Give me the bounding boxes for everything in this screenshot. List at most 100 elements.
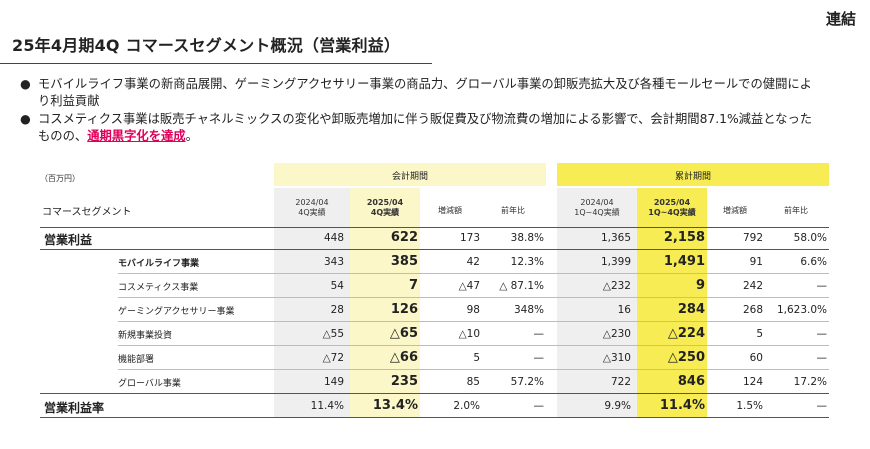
consolidated-tag: 連結 — [825, 10, 856, 28]
header-rule — [40, 227, 829, 228]
cell-value: △55 — [322, 328, 344, 340]
cell-value: 58.0% — [793, 232, 827, 244]
cell-value: △250 — [667, 350, 705, 365]
cell-value: △ 87.1% — [499, 280, 544, 292]
title-underline — [0, 63, 432, 64]
c-prev-column-bg — [557, 188, 637, 418]
row-label-new-business: 新規事業投資 — [118, 331, 173, 341]
cell-value: 42 — [466, 256, 480, 268]
cell-value: 284 — [677, 302, 705, 317]
cell-value: 98 — [466, 304, 480, 316]
col-q-prev: 2024/04 4Q実績 — [274, 198, 350, 218]
cell-value: 448 — [323, 232, 344, 244]
cell-value: 5 — [756, 328, 763, 340]
cell-value: 11.4% — [659, 398, 705, 413]
segment-column-title: コマースセグメント — [42, 207, 132, 218]
cell-value: 9 — [695, 278, 705, 293]
cell-value: 149 — [323, 376, 344, 388]
cell-value: — — [533, 328, 545, 340]
row-label-operating-profit: 営業利益 — [44, 233, 93, 247]
bullet-dot-icon: ● — [20, 112, 31, 126]
cell-value: △224 — [667, 326, 705, 341]
cell-value: — — [816, 400, 828, 412]
cell-value: — — [533, 400, 545, 412]
cell-value: 5 — [473, 352, 480, 364]
cell-value: 1,623.0% — [776, 304, 827, 316]
cumulative-group-label: 累計期間 — [674, 172, 711, 182]
col-c-prev-line2: 1Q~4Q実績 — [574, 208, 620, 217]
cell-value: 6.6% — [800, 256, 827, 268]
cell-value: 1,491 — [663, 254, 705, 269]
cell-value: 13.4% — [372, 398, 418, 413]
col-c-yoy: 前年比 — [784, 206, 808, 215]
cell-value: 7 — [408, 278, 418, 293]
cell-value: 1,365 — [600, 232, 631, 244]
cell-value: △10 — [458, 328, 480, 340]
cell-value: — — [816, 352, 828, 364]
col-q-curr-line1: 2025/04 — [366, 198, 404, 207]
cell-value: △66 — [389, 350, 418, 365]
col-c-prev: 2024/04 1Q~4Q実績 — [557, 198, 637, 218]
cell-value: 91 — [749, 256, 763, 268]
cell-value: 85 — [466, 376, 480, 388]
bullet-item: ● コスメティクス事業は販売チャネルミックスの変化や卸販売増加に伴う販促費及び物… — [20, 111, 820, 145]
cell-value: 242 — [742, 280, 763, 292]
row-rule — [118, 345, 829, 346]
bullet-text-after: 。 — [185, 129, 198, 143]
row-rule — [118, 321, 829, 322]
row-label-gaming: ゲーミングアクセサリー事業 — [118, 307, 235, 317]
cell-value: 722 — [610, 376, 631, 388]
cell-value: △65 — [389, 326, 418, 341]
cell-value: 1.5% — [736, 400, 763, 412]
cell-value: 348% — [513, 304, 544, 316]
cell-value: 17.2% — [793, 376, 827, 388]
col-c-diff: 増減額 — [723, 206, 747, 215]
bullet-item: ● モバイルライフ事業の新商品展開、ゲーミングアクセサリー事業の商品力、グローバ… — [20, 76, 820, 110]
c-curr-column-bg — [637, 188, 707, 418]
cell-value: 60 — [749, 352, 763, 364]
cell-value: 792 — [742, 232, 763, 244]
row-rule — [40, 393, 829, 394]
row-label-function-dept: 機能部署 — [118, 355, 155, 365]
cell-value: 54 — [330, 280, 344, 292]
cell-value: 846 — [677, 374, 705, 389]
cell-value: — — [533, 352, 545, 364]
col-c-prev-line1: 2024/04 — [580, 198, 614, 207]
q-prev-column-bg — [274, 188, 350, 418]
table-bottom-rule — [40, 417, 829, 418]
cell-value: 16 — [617, 304, 631, 316]
cell-value: △47 — [458, 280, 480, 292]
col-q-prev-line2: 4Q実績 — [298, 208, 326, 217]
page-title: 25年4月期4Q コマースセグメント概況（営業利益） — [12, 36, 401, 55]
bullet-text: コスメティクス事業は販売チャネルミックスの変化や卸販売増加に伴う販促費及び物流費… — [38, 111, 820, 145]
bullet-text-before: コスメティクス事業は販売チャネルミックスの変化や卸販売増加に伴う販促費及び物流費… — [38, 112, 813, 143]
row-label-cosmetics: コスメティクス事業 — [118, 283, 199, 293]
row-rule — [40, 249, 829, 250]
col-c-curr-line2: 1Q~4Q実績 — [648, 208, 696, 217]
cell-value: 385 — [390, 254, 418, 269]
cell-value: △232 — [602, 280, 631, 292]
cell-value: 235 — [390, 374, 418, 389]
row-rule — [118, 369, 829, 370]
col-c-curr-line1: 2025/04 — [653, 198, 691, 207]
cell-value: 28 — [330, 304, 344, 316]
cell-value: △72 — [322, 352, 344, 364]
row-label-margin: 営業利益率 — [44, 401, 105, 415]
cell-value: 343 — [323, 256, 344, 268]
cell-value: 2.0% — [453, 400, 480, 412]
cell-value: 38.8% — [510, 232, 544, 244]
highlight-achievement: 通期黒字化を達成 — [87, 129, 186, 143]
cell-value: 622 — [390, 230, 418, 245]
cumulative-group-header-bg — [557, 163, 829, 186]
cell-value: 124 — [742, 376, 763, 388]
col-q-diff: 増減額 — [438, 206, 462, 215]
row-label-mobile-life: モバイルライフ事業 — [118, 259, 200, 269]
row-rule — [118, 273, 829, 274]
col-q-yoy: 前年比 — [501, 206, 525, 215]
quarter-group-header-bg — [274, 163, 546, 186]
col-q-curr-line2: 4Q実績 — [370, 208, 400, 217]
cell-value: 9.9% — [604, 400, 631, 412]
q-curr-column-bg — [350, 188, 420, 418]
cell-value: 57.2% — [510, 376, 544, 388]
cell-value: — — [816, 328, 828, 340]
